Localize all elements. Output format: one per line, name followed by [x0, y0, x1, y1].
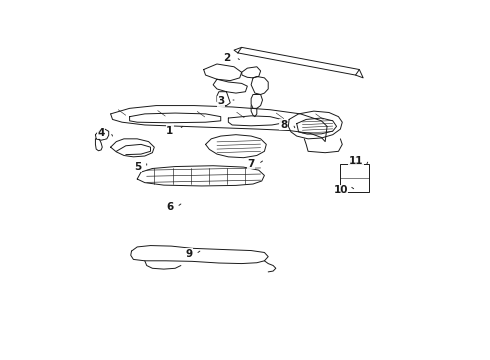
Text: 2: 2 [223, 53, 230, 63]
Text: 5: 5 [134, 162, 141, 172]
Text: 11: 11 [349, 156, 363, 166]
Text: 6: 6 [166, 202, 173, 212]
Bar [341, 164, 369, 192]
Text: 9: 9 [185, 249, 192, 259]
Text: 1: 1 [166, 126, 173, 135]
Text: 8: 8 [280, 120, 287, 130]
Text: 7: 7 [247, 159, 255, 169]
Text: 3: 3 [217, 96, 224, 107]
Text: 10: 10 [334, 185, 348, 195]
Text: 4: 4 [98, 128, 105, 138]
